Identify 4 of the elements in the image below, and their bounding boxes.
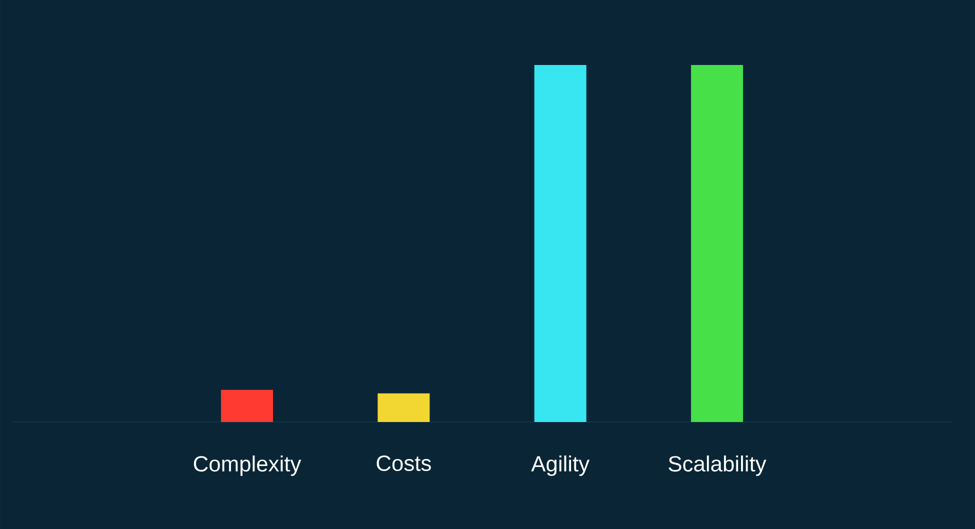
x-tick-label: Scalability xyxy=(668,455,766,476)
x-tick-label: Costs xyxy=(376,455,431,472)
x-tick-label: Agility xyxy=(531,455,590,476)
x-tick-label: Complexity xyxy=(194,455,302,476)
